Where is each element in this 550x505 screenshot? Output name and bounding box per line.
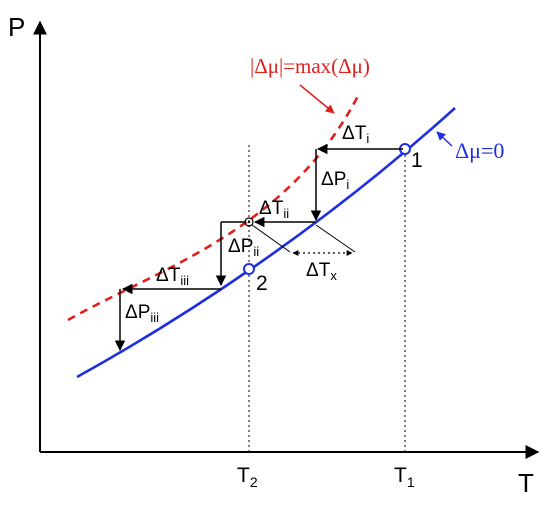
t2-label: T2 [237, 464, 258, 490]
coexistence-curve-label: Δμ=0 [455, 138, 504, 163]
delta-t-x-label: ΔTx [306, 260, 337, 283]
intermediate-point-dot [247, 220, 251, 224]
delta-p-ii-label: ΔPii [228, 236, 259, 259]
y-axis-label: P [8, 12, 25, 42]
t1-label: T1 [394, 464, 415, 490]
limit-curve-label: |Δμ|=max(Δμ) [250, 54, 370, 78]
delta-t-i-label: ΔTi [342, 123, 369, 146]
delta-t-x-diagonal [251, 224, 291, 253]
limit-curve [67, 91, 362, 322]
x-axis-label: T [518, 468, 534, 498]
point-2-marker [243, 263, 255, 275]
delta-t-iii-label: ΔTiii [156, 265, 189, 288]
delta-t-x-diagonal-2 [315, 224, 356, 253]
delta-p-iii-label: ΔPiii [125, 302, 159, 325]
point-1-label: 1 [411, 149, 423, 172]
point-2-label: 2 [256, 272, 268, 295]
limit-pointer [299, 84, 335, 114]
coexistence-pointer [436, 131, 453, 147]
delta-t-ii-label: ΔTii [259, 198, 289, 221]
delta-p-i-label: ΔPi [321, 169, 349, 192]
